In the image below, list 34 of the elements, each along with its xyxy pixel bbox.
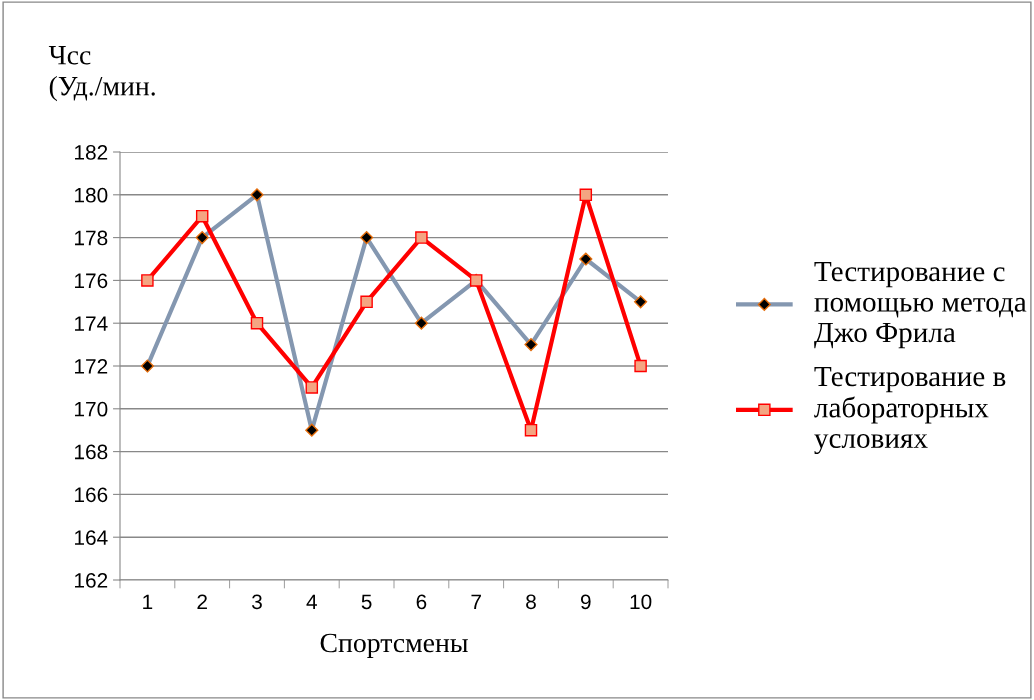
point: [195, 209, 209, 223]
legend-label: Тестирование в лабораторных условиях: [814, 366, 1006, 455]
x-tick-label: 2: [197, 594, 207, 609]
x-tick-label: 9: [580, 594, 591, 610]
y-tick-label: 162: [75, 573, 108, 588]
point: [305, 381, 319, 394]
y-tick-label: 172: [75, 359, 108, 374]
y-tick-label: 182: [75, 145, 108, 160]
x-tick-label: 8: [526, 594, 536, 610]
legend-label: Тестирование с помощью метода Джо Фрила: [814, 261, 1027, 349]
y-axis-title: Чсс (Уд./мин.: [48, 46, 155, 102]
x-tick-label: 10: [630, 594, 652, 610]
point: [360, 295, 373, 309]
x-tick-label: 5: [361, 594, 372, 610]
y-tick-label: 164: [75, 530, 108, 545]
point: [579, 188, 593, 202]
y-tick-label: 166: [75, 487, 108, 503]
point: [250, 316, 264, 330]
y-tick-label: 180: [75, 187, 108, 203]
y-tick-label: 178: [75, 230, 108, 246]
point: [524, 423, 538, 437]
y-tick-label: 168: [75, 444, 108, 460]
point: [415, 231, 428, 244]
y-tick-label: 176: [75, 273, 108, 289]
x-tick-label: 6: [416, 594, 427, 610]
point: [141, 274, 154, 287]
point: [634, 359, 647, 373]
x-axis-title: Спортсмены: [320, 633, 468, 658]
y-tick-label: 170: [75, 401, 108, 417]
y-tick-label: 174: [75, 316, 108, 331]
x-tick-label: 3: [252, 594, 262, 610]
x-tick-label: 1: [143, 594, 153, 609]
x-tick-label: 4: [306, 594, 317, 609]
x-tick-label: 7: [471, 594, 481, 609]
